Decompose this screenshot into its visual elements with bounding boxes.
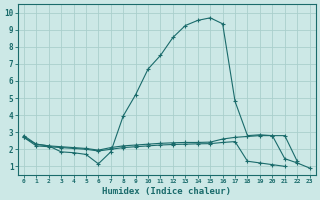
X-axis label: Humidex (Indice chaleur): Humidex (Indice chaleur) [102, 187, 231, 196]
